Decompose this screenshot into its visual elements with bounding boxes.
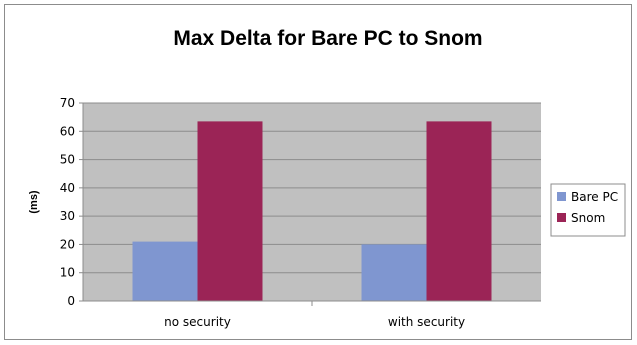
y-axis-label: (ms) <box>28 190 40 214</box>
x-axis-categories: no security with security <box>164 301 465 329</box>
legend: Bare PC Snom <box>550 183 626 237</box>
y-tick-label: 0 <box>67 294 75 308</box>
bars <box>132 121 492 301</box>
y-tick-label: 10 <box>60 266 75 280</box>
legend-label: Bare PC <box>571 190 618 204</box>
legend-swatch <box>557 192 566 201</box>
y-tick-label: 20 <box>60 237 75 251</box>
y-tick-label: 50 <box>60 153 75 167</box>
bar <box>426 121 492 301</box>
legend-swatch <box>557 213 566 222</box>
bar <box>197 121 263 301</box>
y-tick-label: 70 <box>60 96 75 110</box>
bar-chart: Max Delta for Bare PC to Snom 0 10 20 30 40 5… <box>28 27 626 329</box>
chart-title: Max Delta for Bare PC to Snom <box>173 27 482 50</box>
x-category-label: with security <box>388 315 465 329</box>
y-axis-ticks: 0 10 20 30 40 50 60 70 <box>60 96 84 308</box>
chart-container: Max Delta for Bare PC to Snom 0 10 20 30 40 5… <box>4 4 632 340</box>
legend-label: Snom <box>571 211 605 225</box>
y-tick-label: 60 <box>60 124 75 138</box>
bar <box>132 241 198 301</box>
y-tick-label: 40 <box>60 181 75 195</box>
bar <box>361 244 427 301</box>
y-tick-label: 30 <box>60 209 75 223</box>
x-category-label: no security <box>164 315 231 329</box>
